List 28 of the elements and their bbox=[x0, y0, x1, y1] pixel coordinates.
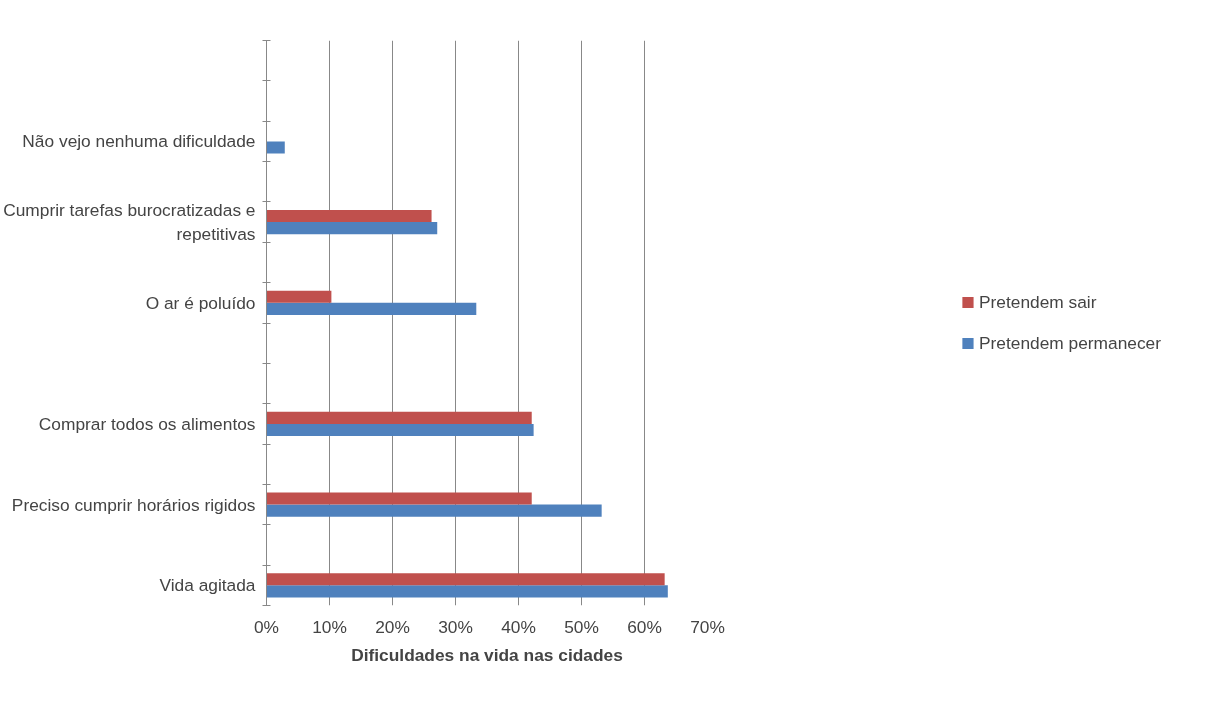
x-tick-label: 20% bbox=[375, 616, 410, 637]
bar bbox=[266, 302, 477, 315]
x-tick-label: 70% bbox=[690, 616, 725, 637]
y-tick-label: Preciso cumprir horários rigidos bbox=[11, 494, 256, 515]
bar bbox=[266, 423, 534, 436]
x-tick-label: 50% bbox=[564, 616, 599, 637]
bar bbox=[266, 290, 332, 303]
bar bbox=[266, 210, 432, 223]
y-tick-label: Não vejo nenhuma dificuldade bbox=[22, 131, 256, 152]
x-tick-label: 40% bbox=[501, 616, 536, 637]
bar bbox=[266, 222, 438, 235]
bar bbox=[266, 573, 665, 586]
legend-label: Pretendem sair bbox=[978, 291, 1097, 313]
x-tick-label: 30% bbox=[438, 616, 473, 637]
x-axis-title: Dificuldades na vida nas cidades bbox=[351, 644, 623, 665]
bar bbox=[266, 492, 532, 505]
y-tick-label: Cumprir tarefas burocratizadas e repetitivas bbox=[3, 200, 256, 245]
y-tick-label: Vida agitada bbox=[159, 575, 256, 596]
bar bbox=[266, 504, 602, 517]
bar bbox=[266, 585, 668, 598]
legend-label: Pretendem permanecer bbox=[978, 332, 1162, 354]
y-tick-label: Comprar todos os alimentos bbox=[38, 413, 256, 434]
x-tick-label: 10% bbox=[312, 616, 347, 637]
bar bbox=[266, 141, 285, 154]
x-tick-label: 60% bbox=[627, 616, 662, 637]
y-tick-label: O ar é poluído bbox=[145, 292, 256, 313]
x-tick-label: 0% bbox=[253, 616, 280, 637]
bar bbox=[266, 411, 532, 424]
